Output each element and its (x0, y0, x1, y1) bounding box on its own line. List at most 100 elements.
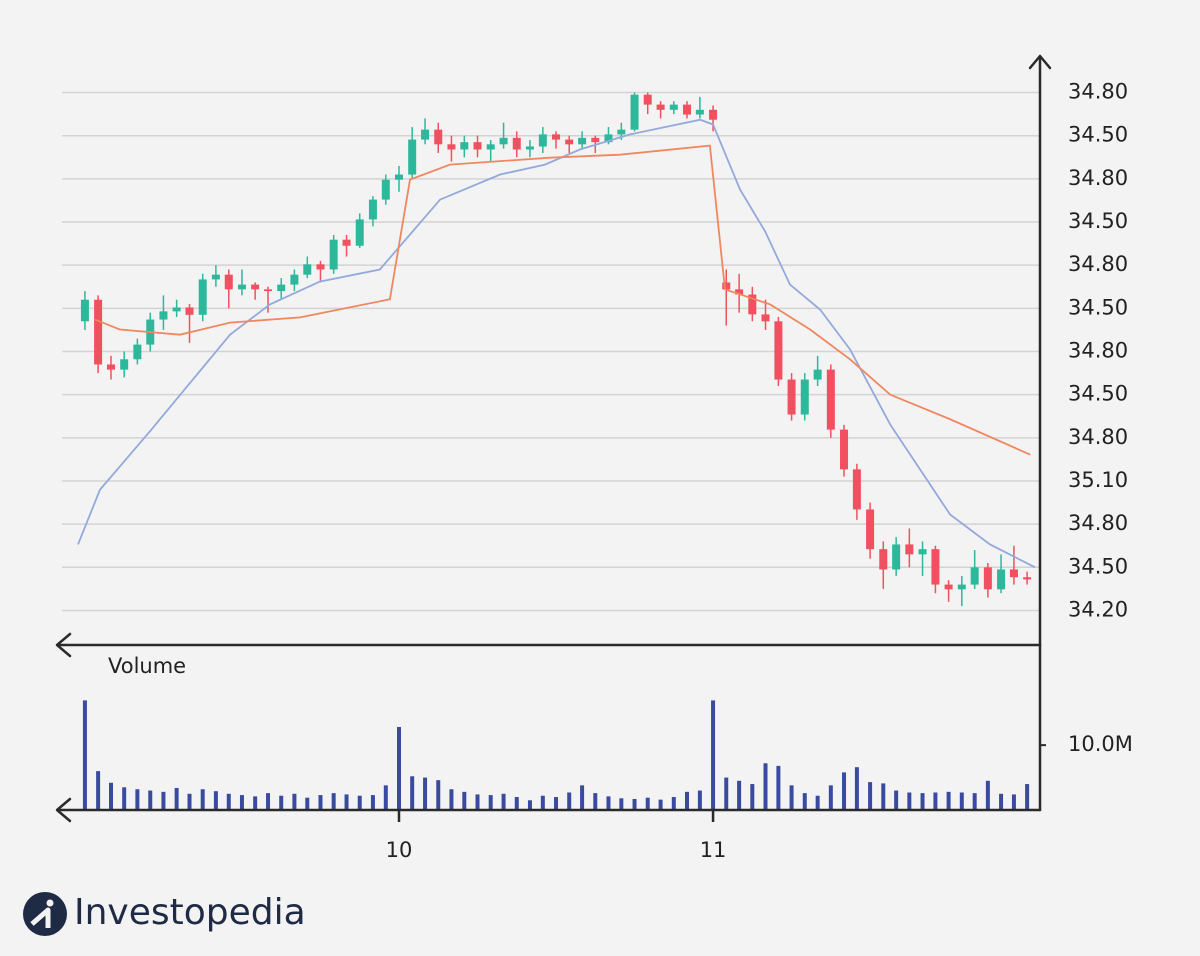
volume-bar (396, 726, 401, 810)
candle-body (761, 314, 770, 322)
logo: Investopedia (23, 892, 306, 936)
axes (55, 54, 1052, 823)
candle-body (826, 369, 835, 430)
candle-body (277, 284, 286, 292)
y-tick-label: 34.20 (1068, 597, 1128, 621)
candle-body (106, 364, 115, 370)
y-tick-label: 35.10 (1068, 468, 1128, 492)
candle-body (525, 146, 534, 150)
volume-bar (174, 787, 179, 810)
candle-body (94, 299, 103, 365)
candle-body (695, 109, 704, 115)
volume-bar (737, 780, 742, 810)
candle-body (735, 289, 744, 295)
candle-body (957, 584, 966, 590)
logo-dot (46, 899, 54, 907)
volume-bar (449, 789, 454, 810)
volume-bar (854, 767, 859, 810)
candle-body (381, 179, 390, 200)
candle-body (447, 144, 456, 150)
candle-body (552, 134, 561, 140)
candle-body (852, 469, 861, 510)
candle-body (630, 94, 639, 130)
candle-body (604, 134, 613, 143)
volume-bar (606, 796, 611, 810)
candle-body (578, 137, 587, 145)
volume-bar (527, 800, 532, 810)
volume-bar (828, 785, 833, 810)
candle-body (237, 284, 246, 290)
volume-bar (423, 777, 428, 810)
x-tick-label: 11 (700, 838, 727, 862)
y-tick-label: 34.50 (1068, 295, 1128, 319)
candle-body (997, 569, 1006, 590)
y-tick-label: 34.80 (1068, 425, 1128, 449)
candle-body (565, 139, 574, 145)
volume-bar (344, 794, 349, 810)
volume-bar (1025, 784, 1030, 810)
plot: 34.20 34.50 34.80 35.10 34.80 34.50 34.80 34.50… (62, 80, 1133, 862)
volume-bar (868, 782, 873, 810)
volume-bar (802, 793, 807, 810)
candle-body (251, 284, 260, 290)
moving-average (94, 144, 1031, 456)
volume-bar (226, 793, 231, 810)
volume-bar (213, 791, 218, 810)
candle-body (120, 359, 129, 370)
volume-bar (580, 785, 585, 810)
candle-body (931, 549, 940, 585)
candle-body (133, 344, 142, 360)
volume-bar (135, 789, 140, 810)
candle-body (748, 294, 757, 315)
volume-bar (462, 791, 467, 810)
candle-body (813, 369, 822, 380)
candle-body (944, 584, 953, 590)
volume-bar (842, 772, 847, 810)
candle-body (669, 104, 678, 110)
candle-body (316, 264, 325, 270)
candle-body (591, 137, 600, 143)
candle-body (303, 264, 312, 275)
volume-bar (514, 797, 519, 810)
candle-body (840, 429, 849, 470)
candle-body (211, 274, 220, 280)
candle-body (80, 299, 89, 322)
candle-body (172, 307, 181, 312)
candle-body (709, 109, 718, 120)
volume-bar (305, 797, 310, 810)
volume-bar (253, 796, 258, 810)
candle-body (879, 549, 888, 570)
y-tick-label: 34.80 (1068, 511, 1128, 535)
moving-average (77, 118, 1036, 569)
candle-body (421, 129, 430, 140)
candle-body (434, 129, 443, 145)
candle-body (538, 134, 547, 147)
candle-body (355, 219, 364, 246)
volume-bar (82, 700, 87, 810)
volume-bar (540, 795, 545, 810)
volume-bar (959, 792, 964, 810)
axis-arrow (55, 632, 72, 658)
candle-body (290, 274, 299, 285)
candle-body (499, 137, 508, 145)
candle-body (408, 139, 417, 175)
volume-bar (410, 776, 415, 810)
volume-bar (776, 765, 781, 810)
candle-body (264, 289, 273, 292)
candle-body (198, 279, 207, 315)
volume-title: Volume (108, 654, 186, 678)
volume-bar (789, 785, 794, 810)
candle-body (368, 199, 377, 220)
candle-body (460, 142, 469, 150)
candle-body (892, 544, 901, 570)
volume-bar (972, 793, 977, 810)
candle-body (656, 104, 665, 110)
candle-body (159, 311, 168, 320)
volume-bar (684, 791, 689, 810)
volume-bar (200, 789, 205, 810)
candle-body (905, 544, 914, 555)
volume-bar (815, 795, 820, 810)
volume-bar (318, 795, 323, 810)
volume-bar (645, 797, 650, 810)
